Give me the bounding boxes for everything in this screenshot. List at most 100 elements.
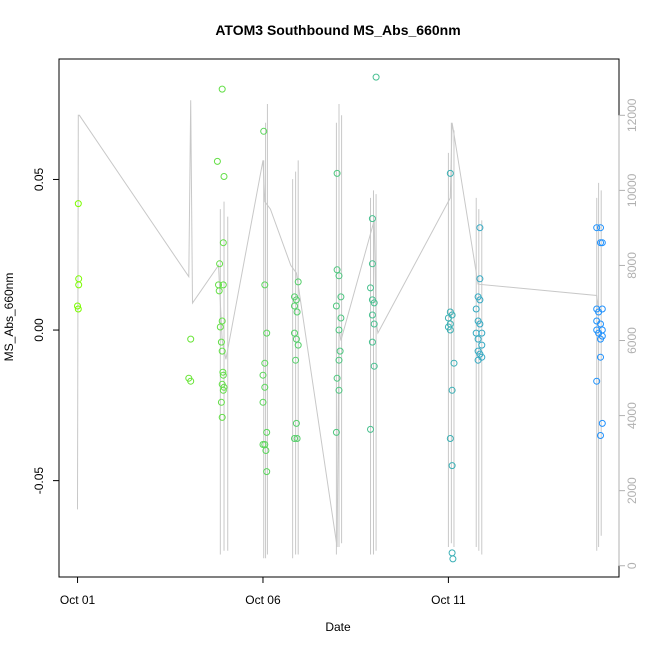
data-point	[218, 85, 226, 93]
secondary-series-line	[77, 100, 600, 548]
data-point	[476, 320, 484, 328]
y-axis: -0.05 0.00 0.05	[32, 167, 59, 494]
data-point	[476, 224, 484, 232]
data-point	[216, 323, 224, 331]
data-point	[335, 386, 343, 394]
data-point	[335, 326, 343, 334]
data-point	[263, 329, 271, 337]
data-point	[597, 224, 604, 232]
chart-title: ATOM3 Southbound MS_Abs_660nm	[215, 22, 460, 38]
data-point	[370, 299, 378, 307]
data-point	[218, 413, 226, 421]
data-point	[293, 308, 301, 316]
data-point	[261, 359, 269, 367]
data-point	[217, 398, 225, 406]
data-point	[292, 419, 300, 427]
data-point	[294, 341, 302, 349]
data-point	[474, 356, 482, 364]
data-point	[368, 215, 376, 223]
data-point	[291, 302, 298, 310]
data-point	[219, 239, 227, 247]
data-point	[370, 362, 378, 370]
data-point	[260, 127, 268, 135]
data-point	[261, 281, 269, 289]
data-point	[219, 368, 227, 376]
data-point	[593, 377, 601, 385]
data-point	[446, 169, 454, 177]
data-point	[259, 371, 267, 379]
data-point	[478, 341, 486, 349]
data-point	[220, 173, 228, 180]
data-point	[598, 419, 606, 427]
data-point	[472, 305, 480, 313]
data-point	[448, 386, 456, 394]
y2-tick-label: 4000	[625, 402, 639, 429]
data-point	[220, 383, 228, 391]
data-point	[218, 347, 226, 355]
data-point	[367, 284, 374, 292]
y2-tick-label: 6000	[625, 327, 639, 354]
data-point	[332, 428, 340, 436]
data-point	[598, 332, 606, 340]
data-point	[450, 359, 458, 367]
data-point	[263, 468, 271, 476]
data-point	[368, 338, 376, 346]
data-point	[372, 73, 380, 81]
data-point	[478, 329, 486, 337]
data-point	[597, 353, 604, 361]
data-point	[219, 371, 227, 379]
x-axis: Oct 01 Oct 06 Oct 11	[60, 576, 466, 607]
y2-tick-label: 10000	[625, 173, 639, 207]
data-point	[598, 239, 606, 247]
y2-axis: 0 2000 4000 6000 8000 10000 12000	[618, 98, 639, 569]
data-point	[259, 441, 267, 448]
points-layer	[74, 73, 606, 563]
data-point	[291, 435, 298, 442]
data-point	[333, 266, 341, 274]
x-tick-label: Oct 01	[60, 593, 96, 607]
data-point	[446, 326, 454, 334]
data-point	[332, 302, 340, 310]
data-point	[218, 317, 226, 325]
data-point	[259, 398, 267, 406]
data-point	[333, 169, 341, 177]
data-point	[187, 335, 195, 343]
x-axis-label: Date	[325, 620, 351, 634]
data-point	[448, 549, 456, 557]
x-tick-label: Oct 06	[245, 593, 281, 607]
x-tick-label: Oct 11	[431, 593, 466, 607]
data-point	[75, 275, 83, 283]
data-point	[333, 374, 341, 382]
data-point	[293, 435, 301, 442]
data-point	[593, 224, 601, 232]
data-point	[262, 447, 270, 454]
data-point	[292, 296, 300, 304]
data-point	[75, 281, 83, 289]
data-point	[476, 275, 484, 283]
y2-tick-label: 8000	[625, 252, 639, 279]
data-point	[294, 278, 302, 286]
data-point	[216, 260, 224, 268]
y-axis-label: MS_Abs_660nm	[2, 273, 16, 362]
data-point	[74, 200, 82, 208]
data-point	[368, 260, 376, 268]
data-point	[335, 272, 343, 280]
data-point	[215, 287, 223, 295]
data-point	[217, 338, 225, 346]
data-point	[337, 314, 345, 322]
data-point	[367, 425, 374, 433]
y2-tick-label: 12000	[625, 98, 639, 132]
y-tick-label: 0.05	[32, 167, 46, 191]
data-point	[337, 293, 345, 301]
y-tick-label: 0.00	[32, 318, 46, 342]
data-point	[74, 302, 81, 310]
data-point	[476, 296, 484, 304]
data-point	[219, 386, 227, 394]
data-point	[219, 281, 227, 289]
data-point	[446, 435, 454, 442]
data-point	[74, 305, 82, 313]
data-point	[444, 314, 452, 322]
data-point	[261, 383, 269, 391]
data-point	[370, 320, 378, 328]
